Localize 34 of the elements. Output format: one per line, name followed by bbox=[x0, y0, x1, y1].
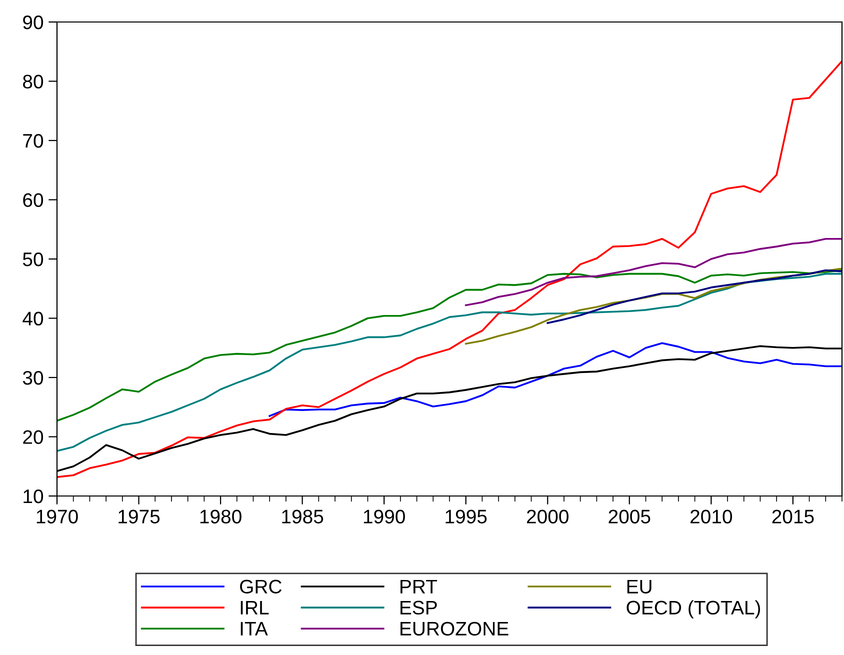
legend-label: OECD (TOTAL) bbox=[626, 600, 760, 618]
x-tick-label: 1975 bbox=[118, 510, 160, 524]
y-tick-label: 60 bbox=[23, 193, 44, 207]
line-series bbox=[57, 269, 842, 422]
line-series bbox=[464, 268, 842, 345]
x-tick-label: 2000 bbox=[526, 510, 568, 524]
x-tick-label: 2005 bbox=[608, 510, 650, 524]
x-tick-label: 1980 bbox=[200, 510, 242, 524]
legend-label: EU bbox=[627, 580, 652, 594]
x-tick-label: 2010 bbox=[690, 510, 732, 524]
line-series bbox=[268, 342, 842, 417]
y-tick-label: 10 bbox=[24, 489, 44, 504]
line-series bbox=[546, 269, 842, 324]
y-tick-label: 20 bbox=[23, 430, 44, 444]
x-tick-label: 1990 bbox=[364, 510, 405, 524]
y-tick-label: 30 bbox=[22, 370, 44, 385]
legend-label: ESP bbox=[400, 600, 437, 615]
y-tick-label: 40 bbox=[22, 312, 44, 326]
x-tick-label: 1985 bbox=[282, 510, 324, 524]
legend-label: GRC bbox=[240, 580, 282, 594]
y-tick-label: 50 bbox=[22, 252, 44, 266]
x-tick-label: 2015 bbox=[772, 510, 814, 524]
y-tick-label: 80 bbox=[23, 74, 44, 88]
legend-label: ITA bbox=[240, 622, 268, 636]
line-series bbox=[57, 272, 842, 452]
x-tick-label: 1995 bbox=[446, 510, 487, 524]
legend-label: PRT bbox=[400, 580, 438, 594]
line-series bbox=[464, 238, 842, 306]
x-tick-label: 1970 bbox=[36, 510, 78, 524]
y-tick-label: 90 bbox=[23, 15, 44, 30]
line-series bbox=[57, 60, 842, 478]
legend-label: EUROZONE bbox=[400, 622, 508, 636]
y-tick-label: 70 bbox=[23, 134, 44, 148]
legend-label: IRL bbox=[240, 600, 269, 614]
